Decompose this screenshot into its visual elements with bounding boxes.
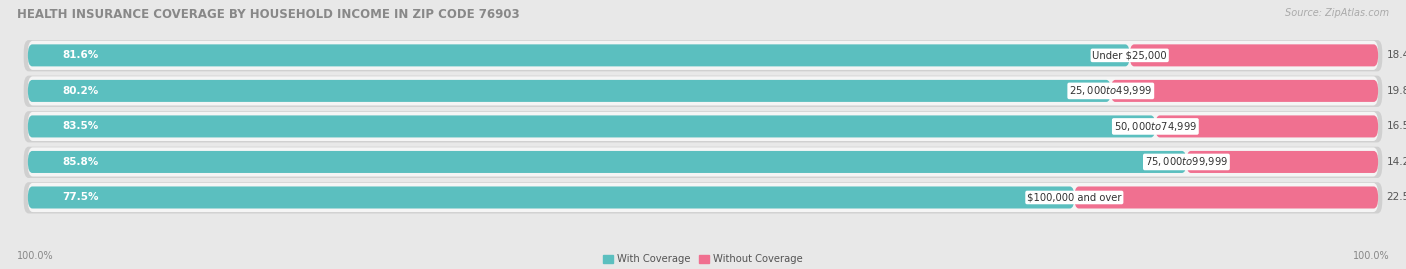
FancyBboxPatch shape xyxy=(28,112,1378,141)
Text: 100.0%: 100.0% xyxy=(17,251,53,261)
FancyBboxPatch shape xyxy=(28,115,1156,137)
Text: Under $25,000: Under $25,000 xyxy=(1092,50,1167,60)
Text: 19.8%: 19.8% xyxy=(1386,86,1406,96)
Text: $100,000 and over: $100,000 and over xyxy=(1028,193,1122,203)
Text: 22.5%: 22.5% xyxy=(1386,193,1406,203)
Text: 14.2%: 14.2% xyxy=(1386,157,1406,167)
FancyBboxPatch shape xyxy=(1156,115,1378,137)
FancyBboxPatch shape xyxy=(24,40,1382,71)
FancyBboxPatch shape xyxy=(1074,186,1378,208)
FancyBboxPatch shape xyxy=(28,76,1378,105)
FancyBboxPatch shape xyxy=(28,151,1187,173)
FancyBboxPatch shape xyxy=(24,76,1382,107)
Text: 100.0%: 100.0% xyxy=(1353,251,1389,261)
Text: $50,000 to $74,999: $50,000 to $74,999 xyxy=(1114,120,1197,133)
FancyBboxPatch shape xyxy=(24,147,1382,178)
Legend: With Coverage, Without Coverage: With Coverage, Without Coverage xyxy=(599,250,807,268)
Text: Source: ZipAtlas.com: Source: ZipAtlas.com xyxy=(1285,8,1389,18)
FancyBboxPatch shape xyxy=(24,111,1382,142)
FancyBboxPatch shape xyxy=(28,44,1129,66)
Text: $75,000 to $99,999: $75,000 to $99,999 xyxy=(1144,155,1227,168)
Text: 81.6%: 81.6% xyxy=(62,50,98,60)
FancyBboxPatch shape xyxy=(1129,44,1378,66)
FancyBboxPatch shape xyxy=(28,183,1378,212)
Text: $25,000 to $49,999: $25,000 to $49,999 xyxy=(1069,84,1153,97)
Text: HEALTH INSURANCE COVERAGE BY HOUSEHOLD INCOME IN ZIP CODE 76903: HEALTH INSURANCE COVERAGE BY HOUSEHOLD I… xyxy=(17,8,519,21)
Text: 85.8%: 85.8% xyxy=(62,157,98,167)
Text: 77.5%: 77.5% xyxy=(62,193,98,203)
FancyBboxPatch shape xyxy=(24,182,1382,214)
FancyBboxPatch shape xyxy=(1187,151,1378,173)
FancyBboxPatch shape xyxy=(28,186,1074,208)
Text: 80.2%: 80.2% xyxy=(62,86,98,96)
Text: 16.5%: 16.5% xyxy=(1386,121,1406,132)
Text: 83.5%: 83.5% xyxy=(62,121,98,132)
FancyBboxPatch shape xyxy=(28,147,1378,176)
FancyBboxPatch shape xyxy=(28,80,1111,102)
Text: 18.4%: 18.4% xyxy=(1386,50,1406,60)
FancyBboxPatch shape xyxy=(1111,80,1378,102)
FancyBboxPatch shape xyxy=(28,41,1378,70)
